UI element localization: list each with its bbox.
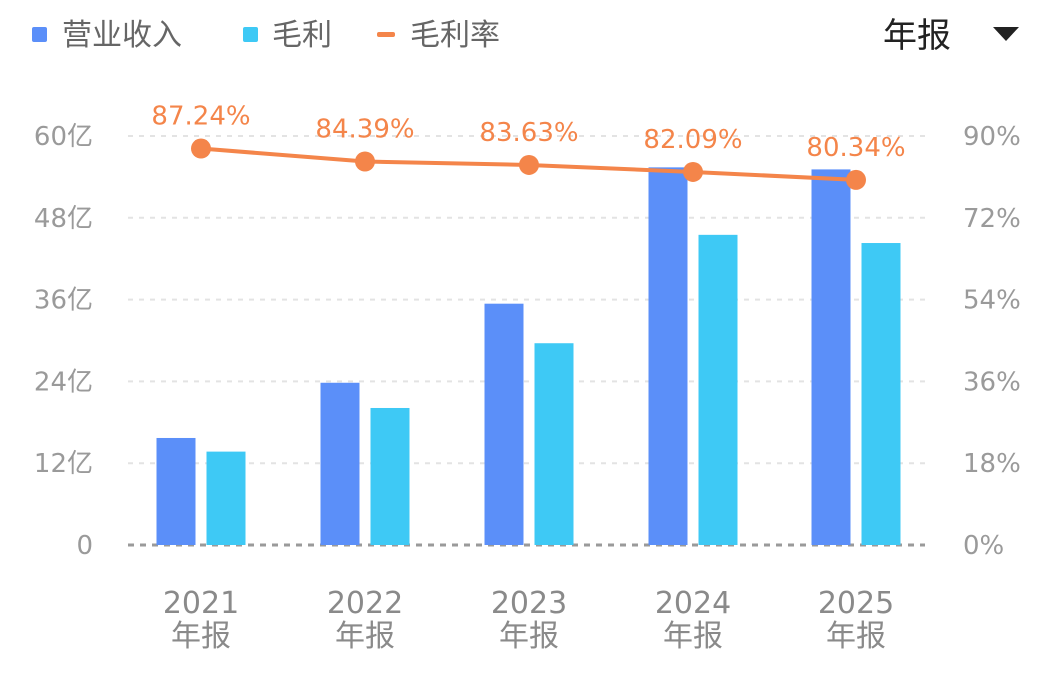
x-category-year: 2021 [163,586,239,621]
legend-gross-profit-label[interactable]: 毛利 [272,18,332,53]
period-selector[interactable]: 年报 [883,16,1019,56]
legend-margin-label[interactable]: 毛利率 [410,18,500,53]
right-axis-ticks: 0% 18% 36% 54% 72% 90% [963,122,1021,561]
left-tick-label: 36亿 [34,286,93,316]
bar-revenue[interactable] [811,169,851,545]
right-tick-label: 90% [963,122,1021,152]
x-category-year: 2022 [327,586,403,621]
bar-gross-profit[interactable] [698,234,738,545]
x-category-year: 2024 [655,586,731,621]
left-tick-label: 12亿 [34,449,93,479]
right-tick-label: 0% [963,531,1004,561]
x-category-period: 年报 [171,619,231,654]
x-category-period: 年报 [663,619,723,654]
right-tick-label: 18% [963,449,1021,479]
bar-revenue[interactable] [648,167,688,545]
bar-revenue[interactable] [484,303,524,545]
margin-line: 87.24% 84.39% 83.63% 82.09% 80.34% [151,102,906,190]
left-tick-label: 24亿 [34,367,93,397]
chart-legend: 营业收入 毛利 毛利率 [32,18,500,53]
x-category-year: 2025 [818,586,894,621]
x-category-period: 年报 [335,619,395,654]
margin-point[interactable] [683,161,703,182]
margin-point[interactable] [846,169,866,190]
left-tick-label: 48亿 [34,204,93,234]
margin-point[interactable] [519,154,539,175]
bar-gross-profit[interactable] [534,343,574,545]
legend-revenue-swatch [32,27,47,42]
margin-point[interactable] [355,151,375,172]
bar-gross-profit[interactable] [370,407,410,545]
bar-gross-profit[interactable] [861,243,901,545]
right-tick-label: 72% [963,204,1021,234]
margin-point[interactable] [191,138,211,159]
bars [156,167,901,545]
gridlines [128,135,925,547]
caret-down-icon[interactable] [993,27,1019,41]
right-tick-label: 54% [963,286,1021,316]
legend-revenue-label[interactable]: 营业收入 [62,18,182,53]
x-category-period: 年报 [499,619,559,654]
margin-data-label: 80.34% [806,133,905,163]
legend-gross-profit-swatch [243,27,258,42]
margin-data-label: 87.24% [151,102,250,132]
margin-data-label: 82.09% [643,125,742,155]
right-tick-label: 36% [963,367,1021,397]
margin-data-label: 84.39% [315,114,414,144]
bar-revenue[interactable] [320,382,360,545]
bar-gross-profit[interactable] [206,451,246,545]
legend-margin-line [377,32,395,37]
period-selector-label[interactable]: 年报 [883,16,951,56]
left-tick-label: 60亿 [34,122,93,152]
bar-revenue[interactable] [156,437,196,545]
margin-data-label: 83.63% [479,118,578,148]
x-category-period: 年报 [826,619,886,654]
left-axis-ticks: 0 12亿 24亿 36亿 48亿 60亿 [34,122,93,561]
left-tick-label: 0 [76,531,93,561]
x-category-year: 2023 [491,586,567,621]
